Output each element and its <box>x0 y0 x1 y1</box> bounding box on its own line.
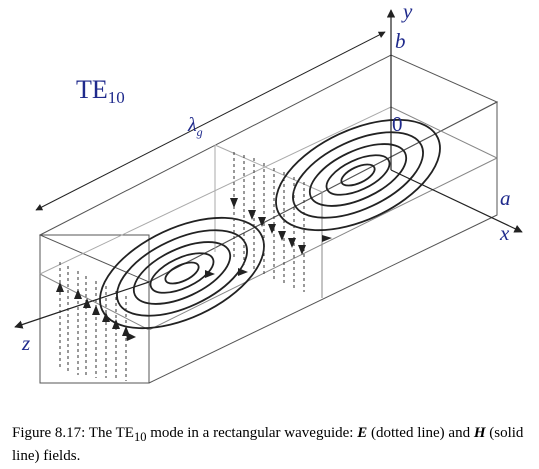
field-arrows <box>56 198 332 341</box>
h-loop-back <box>275 118 441 232</box>
b-label: b <box>395 29 406 53</box>
caption-h-symbol: H <box>473 425 486 441</box>
e-down-arrow <box>258 217 266 227</box>
caption-e-desc: (dotted line) and <box>367 425 474 441</box>
caption-h-desc: (solid line) fields. <box>12 425 524 464</box>
mode-label: TE10 <box>76 75 125 107</box>
top-rear-line <box>390 106 498 159</box>
h-arrow <box>126 332 136 341</box>
e-down-arrow <box>278 231 286 241</box>
wavelength-label: λg <box>187 114 203 139</box>
h-field-loops <box>99 118 441 330</box>
z-axis <box>14 281 150 329</box>
e-down-arrow <box>288 238 296 248</box>
e-down-arrow <box>298 245 306 255</box>
top-mid-line <box>214 144 323 193</box>
e-up-arrow <box>92 305 100 315</box>
e-up-arrow <box>83 298 91 308</box>
caption-middle: mode in a rectangular waveguide: <box>146 425 358 441</box>
h-loop-front <box>99 216 265 330</box>
h-arrow <box>205 270 215 278</box>
wavelength-arrow <box>35 31 386 211</box>
diagram-labels: TE10 λg y b 0 a x z <box>21 0 511 355</box>
e-up-arrow <box>102 312 110 322</box>
a-label: a <box>500 186 511 210</box>
e-up-arrow <box>56 282 64 292</box>
e-down-arrow <box>248 210 256 220</box>
waveguide-diagram: TE10 λg y b 0 a x z <box>14 0 523 384</box>
h-arrow <box>238 268 248 276</box>
caption-sub: 10 <box>133 430 147 444</box>
e-down-arrow <box>268 224 276 234</box>
e-field-lines <box>59 152 305 381</box>
e-up-arrow <box>74 289 82 299</box>
caption-e-symbol: E <box>357 425 368 441</box>
axes <box>14 9 523 329</box>
caption-prefix: Figure 8.17: The TE <box>12 425 134 441</box>
origin-label: 0 <box>392 112 403 136</box>
figure-caption: Figure 8.17: The TE10 mode in a rectangu… <box>12 424 530 466</box>
h-arrow <box>322 235 332 242</box>
x-label: x <box>499 221 510 245</box>
x-axis <box>390 169 523 233</box>
z-label: z <box>21 331 30 355</box>
y-label: y <box>401 0 413 23</box>
e-up-arrow <box>112 319 120 329</box>
e-down-arrow <box>230 198 238 208</box>
mid-slice-left <box>39 157 498 331</box>
figure-area: TE10 λg y b 0 a x z <box>14 0 523 384</box>
